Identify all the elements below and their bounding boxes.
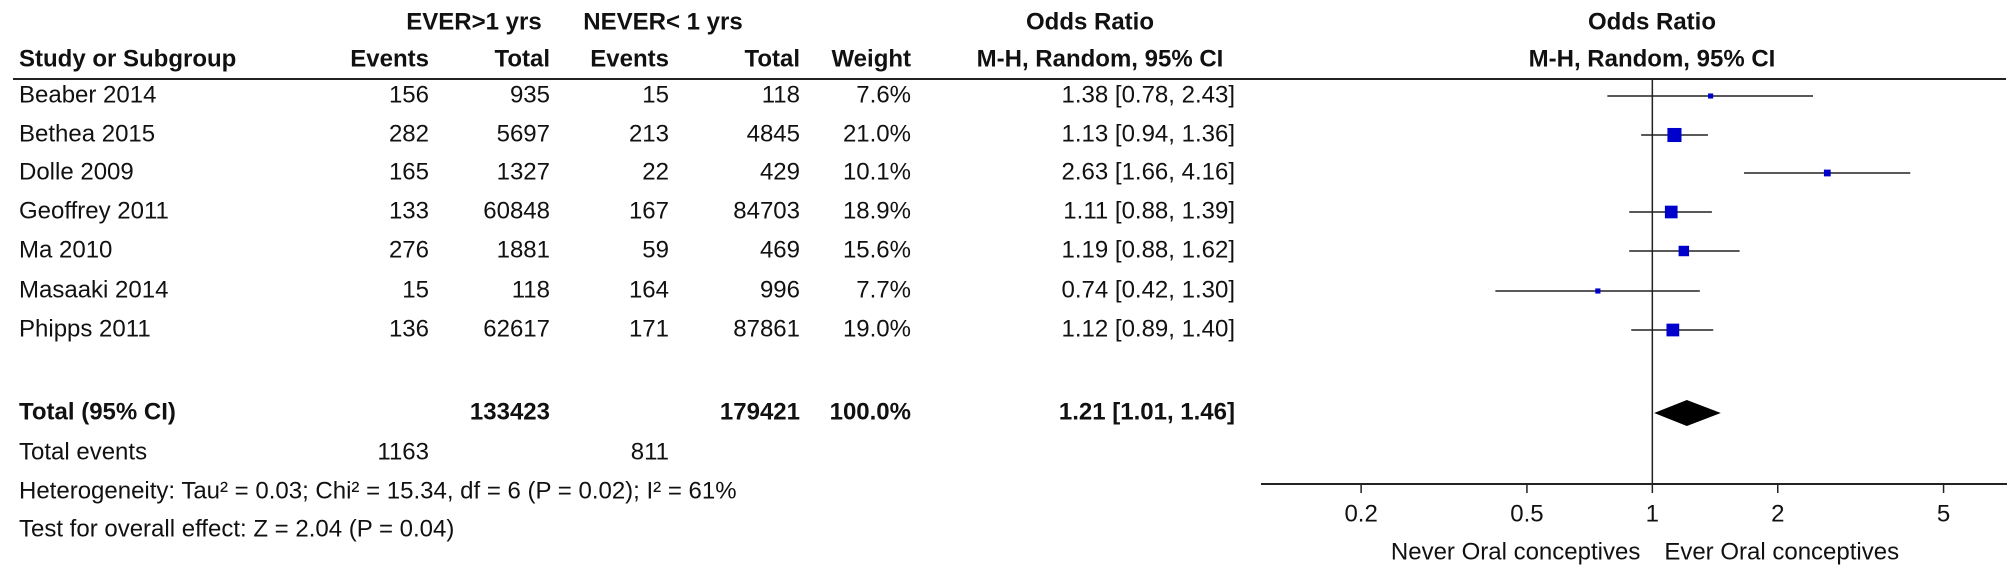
study-marker xyxy=(1678,245,1690,257)
cell: 276 xyxy=(389,236,429,263)
overall-effect: Test for overall effect: Z = 2.04 (P = 0… xyxy=(19,515,454,542)
study-name: Phipps 2011 xyxy=(19,315,151,342)
cell: 133 xyxy=(389,197,429,224)
cell: 84703 xyxy=(733,197,800,224)
cell: 429 xyxy=(760,158,800,185)
cell: 15.6% xyxy=(843,236,911,263)
cell: 100.0% xyxy=(830,398,911,425)
heterogeneity: Heterogeneity: Tau² = 0.03; Chi² = 15.34… xyxy=(19,477,737,504)
cell: 179421 xyxy=(720,398,800,425)
x-label: Never Oral conceptives xyxy=(1391,538,1640,565)
study-marker xyxy=(1823,169,1831,177)
column-header: Weight xyxy=(831,45,911,72)
column-header: Total xyxy=(494,45,550,72)
x-tick-label: 0.2 xyxy=(1344,500,1377,527)
group-header: Odds Ratio xyxy=(1588,8,1716,35)
column-header: Study or Subgroup xyxy=(19,45,236,72)
total-name: Total (95% CI) xyxy=(19,398,176,425)
cell: 282 xyxy=(389,120,429,147)
cell: 7.6% xyxy=(856,81,911,108)
odds-ratio: 1.21 [1.01, 1.46] xyxy=(1059,398,1235,425)
column-header: Total xyxy=(744,45,800,72)
cell: 19.0% xyxy=(843,315,911,342)
study-marker xyxy=(1667,127,1682,143)
cell: 935 xyxy=(510,81,550,108)
study-name: Bethea 2015 xyxy=(19,120,155,147)
cell: 7.7% xyxy=(856,276,911,303)
cell: 1163 xyxy=(377,438,429,465)
cell: 15 xyxy=(642,81,669,108)
cell: 118 xyxy=(512,276,550,303)
cell: 118 xyxy=(762,81,800,108)
cell: 213 xyxy=(629,120,669,147)
cell: 59 xyxy=(642,236,669,263)
x-tick-label: 5 xyxy=(1937,500,1950,527)
cell: 22 xyxy=(642,158,669,185)
study-marker xyxy=(1666,323,1680,337)
group-header: Odds Ratio xyxy=(1026,8,1154,35)
cell: 811 xyxy=(631,438,669,465)
cell: 1881 xyxy=(497,236,550,263)
total-diamond xyxy=(1654,400,1721,426)
cell: 469 xyxy=(760,236,800,263)
x-label: Ever Oral conceptives xyxy=(1664,538,1899,565)
group-header: EVER>1 yrs xyxy=(406,8,541,35)
odds-ratio: 1.11 [0.88, 1.39] xyxy=(1063,197,1235,224)
odds-ratio: 1.38 [0.78, 2.43] xyxy=(1062,81,1235,108)
odds-ratio: 1.19 [0.88, 1.62] xyxy=(1062,236,1235,263)
odds-ratio: 0.74 [0.42, 1.30] xyxy=(1062,276,1235,303)
cell: 1327 xyxy=(497,158,550,185)
study-marker xyxy=(1708,93,1714,99)
column-header: Events xyxy=(350,45,429,72)
method-header: M-H, Random, 95% CI xyxy=(977,45,1224,72)
study-name: Masaaki 2014 xyxy=(19,276,168,303)
x-tick-label: 0.5 xyxy=(1510,500,1543,527)
study-name: Beaber 2014 xyxy=(19,81,156,108)
cell: 62617 xyxy=(483,315,550,342)
method-header: M-H, Random, 95% CI xyxy=(1529,45,1776,72)
cell: 4845 xyxy=(747,120,800,147)
cell: 133423 xyxy=(470,398,550,425)
cell: 5697 xyxy=(497,120,550,147)
odds-ratio: 1.12 [0.89, 1.40] xyxy=(1062,315,1235,342)
study-name: Dolle 2009 xyxy=(19,158,134,185)
column-header: Events xyxy=(590,45,669,72)
cell: 156 xyxy=(389,81,429,108)
odds-ratio: 2.63 [1.66, 4.16] xyxy=(1062,158,1235,185)
study-name: Ma 2010 xyxy=(19,236,112,263)
events-name: Total events xyxy=(19,438,147,465)
cell: 87861 xyxy=(733,315,800,342)
cell: 996 xyxy=(760,276,800,303)
cell: 15 xyxy=(402,276,429,303)
cell: 18.9% xyxy=(843,197,911,224)
x-tick-label: 1 xyxy=(1646,500,1659,527)
cell: 136 xyxy=(389,315,429,342)
cell: 10.1% xyxy=(843,158,911,185)
x-tick-label: 2 xyxy=(1771,500,1784,527)
cell: 167 xyxy=(629,197,669,224)
group-header: NEVER< 1 yrs xyxy=(583,8,742,35)
cell: 21.0% xyxy=(843,120,911,147)
cell: 165 xyxy=(389,158,429,185)
study-name: Geoffrey 2011 xyxy=(19,197,169,224)
cell: 60848 xyxy=(483,197,550,224)
cell: 171 xyxy=(629,315,669,342)
study-marker xyxy=(1664,205,1678,219)
study-marker xyxy=(1595,288,1601,294)
odds-ratio: 1.13 [0.94, 1.36] xyxy=(1062,120,1235,147)
cell: 164 xyxy=(629,276,669,303)
